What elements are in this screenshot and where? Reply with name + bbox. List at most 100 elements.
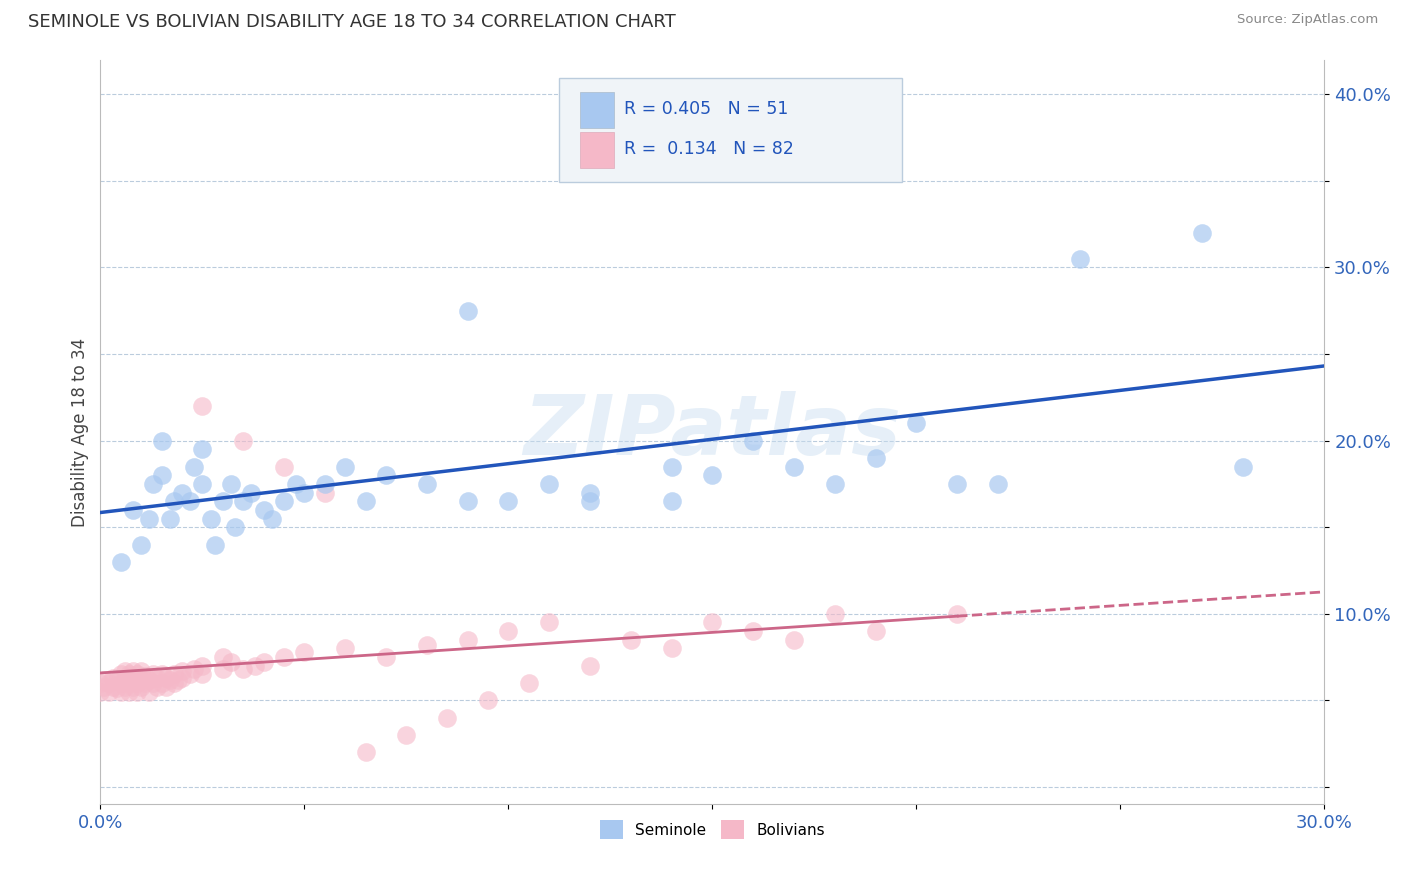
- Point: [538, 615, 561, 630]
- Point: [865, 450, 887, 465]
- Point: [436, 711, 458, 725]
- Point: [498, 494, 520, 508]
- Point: [498, 624, 520, 639]
- Point: [101, 671, 124, 685]
- Point: [110, 555, 132, 569]
- Point: [620, 156, 643, 170]
- Point: [946, 607, 969, 621]
- Point: [134, 676, 156, 690]
- Point: [240, 485, 263, 500]
- Point: [1069, 252, 1091, 266]
- Point: [232, 494, 254, 508]
- Point: [1191, 226, 1213, 240]
- Point: [125, 667, 148, 681]
- Point: [416, 477, 439, 491]
- Point: [170, 485, 193, 500]
- Point: [183, 662, 205, 676]
- Point: [702, 468, 724, 483]
- Point: [285, 477, 308, 491]
- Point: [89, 684, 111, 698]
- Point: [150, 667, 173, 681]
- Point: [457, 303, 479, 318]
- Point: [125, 684, 148, 698]
- Point: [179, 494, 201, 508]
- Point: [273, 650, 295, 665]
- Point: [118, 667, 141, 681]
- Point: [122, 680, 145, 694]
- Point: [395, 728, 418, 742]
- Point: [579, 494, 602, 508]
- Point: [122, 673, 145, 687]
- Point: [163, 667, 186, 681]
- Point: [245, 658, 267, 673]
- Point: [314, 477, 336, 491]
- Point: [138, 511, 160, 525]
- Point: [146, 680, 169, 694]
- Point: [579, 485, 602, 500]
- Legend: Seminole, Bolivians: Seminole, Bolivians: [593, 814, 831, 845]
- Point: [211, 662, 233, 676]
- Text: ZIPatlas: ZIPatlas: [523, 392, 901, 473]
- Point: [97, 684, 120, 698]
- Point: [1232, 459, 1254, 474]
- Point: [987, 477, 1010, 491]
- Point: [105, 681, 128, 696]
- Bar: [581, 132, 614, 168]
- Point: [865, 624, 887, 639]
- Point: [457, 632, 479, 647]
- Point: [142, 477, 165, 491]
- Point: [150, 468, 173, 483]
- Point: [252, 503, 274, 517]
- Point: [97, 676, 120, 690]
- Point: [416, 638, 439, 652]
- Point: [946, 477, 969, 491]
- Point: [134, 669, 156, 683]
- Point: [191, 477, 214, 491]
- Y-axis label: Disability Age 18 to 34: Disability Age 18 to 34: [72, 337, 89, 526]
- Point: [742, 624, 765, 639]
- Point: [125, 676, 148, 690]
- Point: [129, 537, 152, 551]
- Point: [252, 655, 274, 669]
- Point: [159, 673, 181, 687]
- Point: [200, 511, 222, 525]
- Point: [579, 658, 602, 673]
- Point: [314, 485, 336, 500]
- Point: [146, 671, 169, 685]
- Point: [292, 485, 315, 500]
- Point: [219, 655, 242, 669]
- Point: [155, 671, 177, 685]
- Point: [292, 645, 315, 659]
- Point: [110, 676, 132, 690]
- Point: [159, 511, 181, 525]
- Point: [114, 664, 136, 678]
- Point: [170, 664, 193, 678]
- Point: [163, 676, 186, 690]
- Point: [354, 745, 377, 759]
- Point: [110, 684, 132, 698]
- Point: [783, 459, 806, 474]
- Point: [114, 673, 136, 687]
- Point: [204, 537, 226, 551]
- Point: [170, 671, 193, 685]
- Point: [333, 459, 356, 474]
- Point: [89, 676, 111, 690]
- Point: [191, 399, 214, 413]
- Point: [129, 673, 152, 687]
- Point: [93, 673, 115, 687]
- Point: [191, 667, 214, 681]
- Point: [824, 477, 846, 491]
- Point: [375, 650, 398, 665]
- Point: [905, 417, 928, 431]
- Point: [457, 494, 479, 508]
- Point: [138, 673, 160, 687]
- Point: [477, 693, 499, 707]
- Point: [260, 511, 283, 525]
- Point: [620, 632, 643, 647]
- Point: [333, 641, 356, 656]
- Point: [150, 434, 173, 448]
- Point: [661, 494, 683, 508]
- Point: [517, 676, 540, 690]
- Point: [191, 658, 214, 673]
- Text: Source: ZipAtlas.com: Source: ZipAtlas.com: [1237, 13, 1378, 27]
